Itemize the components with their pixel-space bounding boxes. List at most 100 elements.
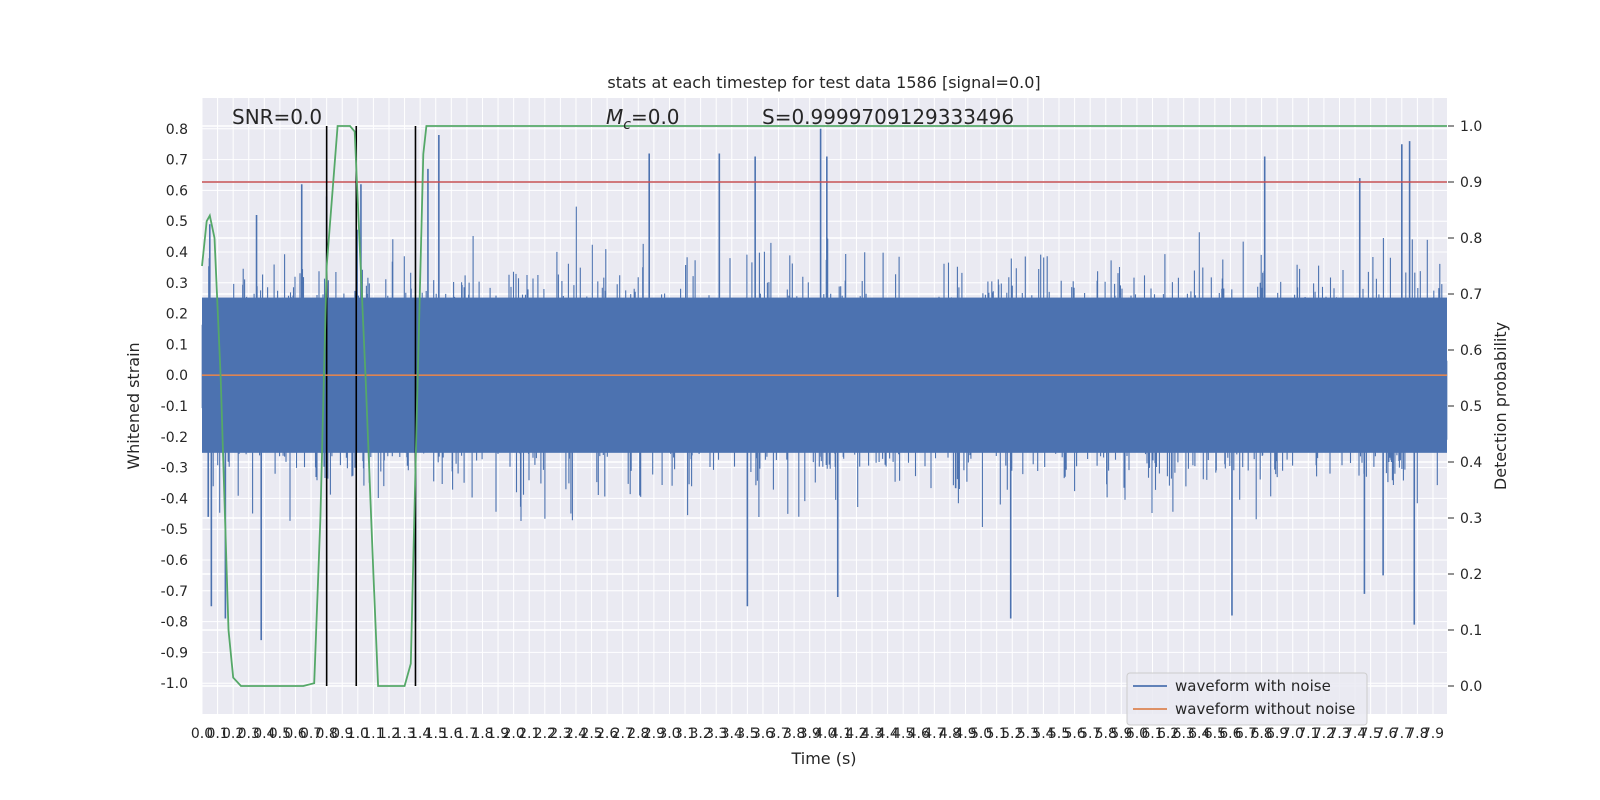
x-tick-label: 3.4: [721, 726, 743, 742]
y-left-tick-label: -0.3: [161, 461, 188, 477]
x-tick-label: 6.4: [1188, 726, 1210, 742]
y-left-tick-label: -0.5: [161, 522, 188, 538]
y-right-tick-label: 0.2: [1460, 567, 1482, 583]
x-tick-label: 4.4: [876, 726, 898, 742]
y-left-tick-label: 0.2: [166, 307, 188, 323]
x-tick-label: 6.9: [1266, 726, 1288, 742]
x-tick-label: 0.0: [191, 726, 213, 742]
x-tick-label: 1.9: [487, 726, 509, 742]
y-right-tick-label: 0.0: [1460, 679, 1482, 695]
y-left-tick-label: 0.1: [166, 337, 188, 353]
x-tick-label: 1.6: [440, 726, 462, 742]
x-tick-label: 5.9: [1110, 726, 1132, 742]
x-tick-label: 3.9: [799, 726, 821, 742]
x-tick-label: 6.3: [1173, 726, 1195, 742]
y-axis-right-ticks: 1.0 0.9 0.8 0.7 0.6 0.5 0.4 0.3 0.2 0.1 0.0: [1448, 119, 1482, 695]
x-tick-label: 4.9: [954, 726, 976, 742]
y-axis-left-ticks: 0.8 0.7 0.6 0.5 0.4 0.3 0.2 0.1 0.0 -0.1 -0.2 -0.3 -…: [161, 122, 188, 692]
y-right-tick-label: 0.4: [1460, 455, 1482, 471]
x-tick-label: 5.8: [1095, 726, 1117, 742]
x-tick-label: 5.3: [1017, 726, 1039, 742]
x-tick-label: 2.7: [612, 726, 634, 742]
x-tick-label: 7.4: [1344, 726, 1366, 742]
legend-box: [1126, 672, 1368, 726]
x-tick-label: 4.6: [908, 726, 930, 742]
y-left-tick-label: -0.1: [161, 399, 188, 415]
legend: waveform with noise waveform without noi…: [1126, 672, 1368, 726]
x-tick-label: 4.8: [939, 726, 961, 742]
x-tick-label: 2.2: [534, 726, 556, 742]
x-tick-label: 3.6: [752, 726, 774, 742]
y-left-tick-label: 0.3: [166, 276, 188, 292]
y-left-tick-label: -0.8: [161, 615, 188, 631]
y-axis-right-label: Detection probability: [1491, 322, 1510, 490]
y-left-tick-label: 0.0: [166, 368, 188, 384]
x-tick-label: 0.7: [300, 726, 322, 742]
x-tick-label: 2.1: [518, 726, 540, 742]
x-tick-label: 4.1: [830, 726, 852, 742]
y-right-tick-label: 0.1: [1460, 623, 1482, 639]
x-tick-label: 3.8: [783, 726, 805, 742]
y-right-tick-label: 0.8: [1460, 231, 1482, 247]
x-tick-label: 3.1: [674, 726, 696, 742]
x-tick-label: 4.3: [861, 726, 883, 742]
y-right-tick-label: 1.0: [1460, 119, 1482, 135]
x-axis-label: Time (s): [790, 749, 856, 768]
chirp-mass-annotation: Mc=0.0: [606, 105, 680, 133]
x-tick-label: 0.8: [316, 726, 338, 742]
x-tick-label: 6.5: [1204, 726, 1226, 742]
legend-label-waveform-with-noise: waveform with noise: [1175, 677, 1331, 695]
x-tick-label: 5.1: [986, 726, 1008, 742]
x-tick-label: 2.3: [549, 726, 571, 742]
x-tick-label: 7.6: [1375, 726, 1397, 742]
x-tick-label: 5.2: [1001, 726, 1023, 742]
x-tick-label: 0.1: [206, 726, 228, 742]
x-tick-label: 0.6: [284, 726, 306, 742]
chirp-mass-subscript: c: [623, 117, 631, 133]
y-left-tick-label: -0.7: [161, 584, 188, 600]
x-tick-label: 0.3: [238, 726, 260, 742]
x-tick-label: 1.0: [347, 726, 369, 742]
x-tick-label: 4.7: [923, 726, 945, 742]
x-tick-label: 5.0: [970, 726, 992, 742]
x-tick-label: 1.1: [362, 726, 384, 742]
x-tick-label: 4.0: [814, 726, 836, 742]
x-tick-label: 7.9: [1422, 726, 1444, 742]
x-tick-label: 1.7: [456, 726, 478, 742]
x-tick-label: 7.7: [1391, 726, 1413, 742]
s-annotation: S=0.9999709129333496: [762, 105, 1014, 129]
x-tick-label: 2.6: [596, 726, 618, 742]
x-tick-label: 3.3: [705, 726, 727, 742]
x-tick-label: 2.8: [627, 726, 649, 742]
x-tick-label: 1.2: [378, 726, 400, 742]
x-tick-label: 6.1: [1141, 726, 1163, 742]
x-tick-label: 5.4: [1032, 726, 1054, 742]
y-right-tick-label: 0.7: [1460, 287, 1482, 303]
y-left-tick-label: -0.9: [161, 645, 188, 661]
x-tick-label: 1.4: [409, 726, 431, 742]
x-tick-label: 0.5: [269, 726, 291, 742]
x-tick-label: 0.9: [331, 726, 353, 742]
x-tick-label: 1.3: [393, 726, 415, 742]
y-axis-left-label: Whitened strain: [124, 342, 143, 469]
x-tick-label: 5.7: [1079, 726, 1101, 742]
x-tick-label: 4.2: [845, 726, 867, 742]
x-tick-label: 7.2: [1313, 726, 1335, 742]
x-tick-label: 3.5: [736, 726, 758, 742]
x-tick-label: 6.7: [1235, 726, 1257, 742]
x-tick-label: 4.5: [892, 726, 914, 742]
x-axis-ticks: 0.00.10.20.30.40.50.60.70.80.91.01.11.21…: [191, 726, 1444, 742]
y-left-tick-label: -0.4: [161, 491, 188, 507]
x-tick-label: 3.2: [689, 726, 711, 742]
x-tick-label: 6.6: [1219, 726, 1241, 742]
y-left-tick-label: 0.6: [166, 183, 188, 199]
x-tick-label: 1.8: [471, 726, 493, 742]
x-tick-label: 0.4: [253, 726, 275, 742]
y-left-tick-label: -0.6: [161, 553, 188, 569]
snr-annotation: SNR=0.0: [232, 105, 322, 129]
x-tick-label: 3.7: [767, 726, 789, 742]
x-tick-label: 7.8: [1406, 726, 1428, 742]
legend-label-waveform-without-noise: waveform without noise: [1175, 700, 1355, 718]
x-tick-label: 6.2: [1157, 726, 1179, 742]
y-right-tick-label: 0.6: [1460, 343, 1482, 359]
